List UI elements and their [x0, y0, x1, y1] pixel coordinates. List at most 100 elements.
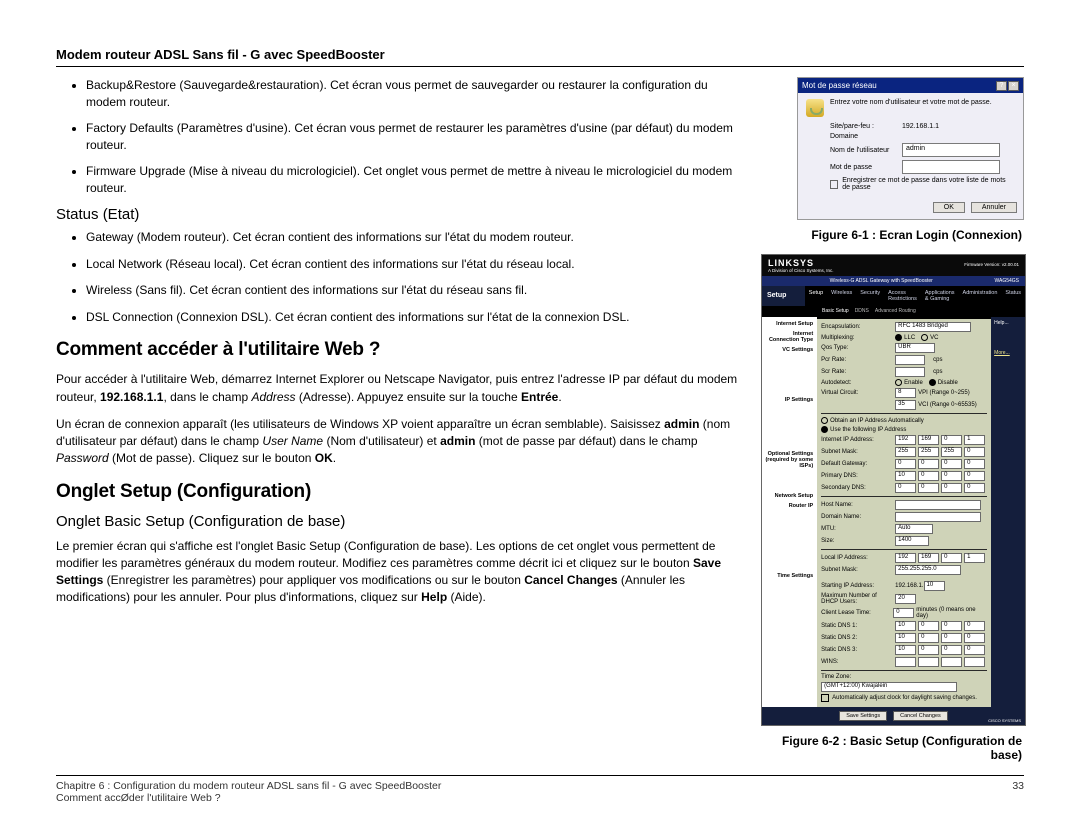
sdn2-1[interactable]: 0	[918, 633, 939, 643]
sub-tabs[interactable]: Basic Setup DDNS Advanced Routing	[762, 306, 1025, 317]
sdn3-3[interactable]: 0	[964, 645, 985, 655]
vcirc-label: Virtual Circuit:	[821, 390, 895, 396]
mux-vc-radio[interactable]	[921, 334, 930, 341]
iip-0[interactable]: 192	[895, 435, 916, 445]
max-input[interactable]: 20	[895, 594, 916, 604]
lease-input[interactable]: 0	[893, 608, 914, 618]
window-controls: ?×	[995, 80, 1019, 91]
sdn3-2[interactable]: 0	[941, 645, 962, 655]
pcr-label: Pcr Rate:	[821, 357, 895, 363]
sdn2-3[interactable]: 0	[964, 633, 985, 643]
cancel-changes-button[interactable]: Cancel Changes	[893, 711, 948, 721]
wins-2[interactable]	[941, 657, 962, 667]
sdn1-0[interactable]: 10	[895, 621, 916, 631]
pcr-input[interactable]	[895, 355, 925, 365]
sm-2[interactable]: 255	[941, 447, 962, 457]
cisco-logo: CISCO SYSTEMS	[988, 718, 1021, 723]
gw-3[interactable]: 0	[964, 459, 985, 469]
pdns-0[interactable]: 10	[895, 471, 916, 481]
tab-admin[interactable]: Administration	[959, 286, 1002, 306]
sdn3-label: Static DNS 3:	[821, 647, 895, 653]
cancel-button[interactable]: Annuler	[971, 202, 1017, 213]
max-label: Maximum Number of DHCP Users:	[821, 593, 895, 605]
tab-access[interactable]: Access Restrictions	[884, 286, 921, 306]
subtab-ddns[interactable]: DDNS	[855, 308, 869, 314]
lsm-select[interactable]: 255.255.255.0	[895, 565, 961, 575]
save-settings-button[interactable]: Save Settings	[839, 711, 887, 721]
sip-input[interactable]: 10	[924, 581, 945, 591]
pdns-2[interactable]: 0	[941, 471, 962, 481]
tab-side-label: Setup	[762, 286, 805, 306]
sdns-1[interactable]: 0	[918, 483, 939, 493]
mux-label: Multiplexing:	[821, 335, 895, 341]
sdns-2[interactable]: 0	[941, 483, 962, 493]
auto-disable-radio[interactable]	[929, 379, 938, 386]
main-tabs[interactable]: Setup Wireless Security Access Restricti…	[805, 286, 1025, 306]
mux-llc-radio[interactable]	[895, 334, 904, 341]
tab-security[interactable]: Security	[856, 286, 884, 306]
lip-1[interactable]: 169	[918, 553, 939, 563]
sdn3-1[interactable]: 0	[918, 645, 939, 655]
usefollow-radio[interactable]	[821, 426, 830, 433]
basic-setup-heading: Onglet Basic Setup (Configuration de bas…	[56, 513, 739, 530]
pdns-1[interactable]: 0	[918, 471, 939, 481]
mtu-select[interactable]: Auto	[895, 524, 933, 534]
host-input[interactable]	[895, 500, 981, 510]
username-input[interactable]: admin	[902, 143, 1000, 157]
help-more-link[interactable]: More...	[994, 350, 1022, 356]
sdn1-1[interactable]: 0	[918, 621, 939, 631]
tab-status[interactable]: Status	[1001, 286, 1025, 306]
wins-0[interactable]	[895, 657, 916, 667]
tz-label: Time Zone:	[821, 674, 895, 680]
qos-select[interactable]: UBR	[895, 343, 935, 353]
iip-3[interactable]: 1	[964, 435, 985, 445]
iip-2[interactable]: 0	[941, 435, 962, 445]
lip-label: Local IP Address:	[821, 555, 895, 561]
list-item: DSL Connection (Connexion DSL). Cet écra…	[86, 309, 739, 326]
gw-0[interactable]: 0	[895, 459, 916, 469]
tz-select[interactable]: (GMT+12:00) Kwajalein	[821, 682, 957, 692]
wins-3[interactable]	[964, 657, 985, 667]
tab-setup[interactable]: Setup	[805, 286, 827, 306]
tz-auto-checkbox[interactable]	[821, 694, 829, 702]
subtab-basic[interactable]: Basic Setup	[822, 308, 849, 314]
tab-apps[interactable]: Applications & Gaming	[921, 286, 959, 306]
password-input[interactable]	[902, 160, 1000, 174]
size-input[interactable]: 1400	[895, 536, 929, 546]
figure-1-caption: Figure 6-1 : Ecran Login (Connexion)	[761, 228, 1022, 242]
password-label: Mot de passe	[830, 164, 902, 171]
sdns-3[interactable]: 0	[964, 483, 985, 493]
firmware-version: Firmware Version: v2.00.01	[964, 262, 1019, 267]
sm-0[interactable]: 255	[895, 447, 916, 457]
encaps-select[interactable]: RFC 1483 Bridged	[895, 322, 971, 332]
lip-0[interactable]: 192	[895, 553, 916, 563]
ok-button[interactable]: OK	[933, 202, 965, 213]
remember-checkbox[interactable]	[830, 180, 838, 189]
gw-2[interactable]: 0	[941, 459, 962, 469]
wins-1[interactable]	[918, 657, 939, 667]
pdns-3[interactable]: 0	[964, 471, 985, 481]
domain-label: Domaine	[830, 133, 902, 140]
sdn1-2[interactable]: 0	[941, 621, 962, 631]
gw-1[interactable]: 0	[918, 459, 939, 469]
status-bullets: Gateway (Modem routeur). Cet écran conti…	[64, 229, 739, 325]
iip-1[interactable]: 169	[918, 435, 939, 445]
vci-input[interactable]: 35	[895, 400, 916, 410]
sm-3[interactable]: 0	[964, 447, 985, 457]
subtab-advanced[interactable]: Advanced Routing	[875, 308, 916, 314]
lip-2[interactable]: 0	[941, 553, 962, 563]
list-item: Gateway (Modem routeur). Cet écran conti…	[86, 229, 739, 246]
sdn3-0[interactable]: 10	[895, 645, 916, 655]
tab-wireless[interactable]: Wireless	[827, 286, 856, 306]
scr-input[interactable]	[895, 367, 925, 377]
sdn1-3[interactable]: 0	[964, 621, 985, 631]
auto-enable-radio[interactable]	[895, 379, 904, 386]
vpi-input[interactable]: 8	[895, 388, 916, 398]
obtain-radio[interactable]	[821, 417, 830, 424]
sm-1[interactable]: 255	[918, 447, 939, 457]
lip-3[interactable]: 1	[964, 553, 985, 563]
sdn2-0[interactable]: 10	[895, 633, 916, 643]
domain-input[interactable]	[895, 512, 981, 522]
sdn2-2[interactable]: 0	[941, 633, 962, 643]
sdns-0[interactable]: 0	[895, 483, 916, 493]
